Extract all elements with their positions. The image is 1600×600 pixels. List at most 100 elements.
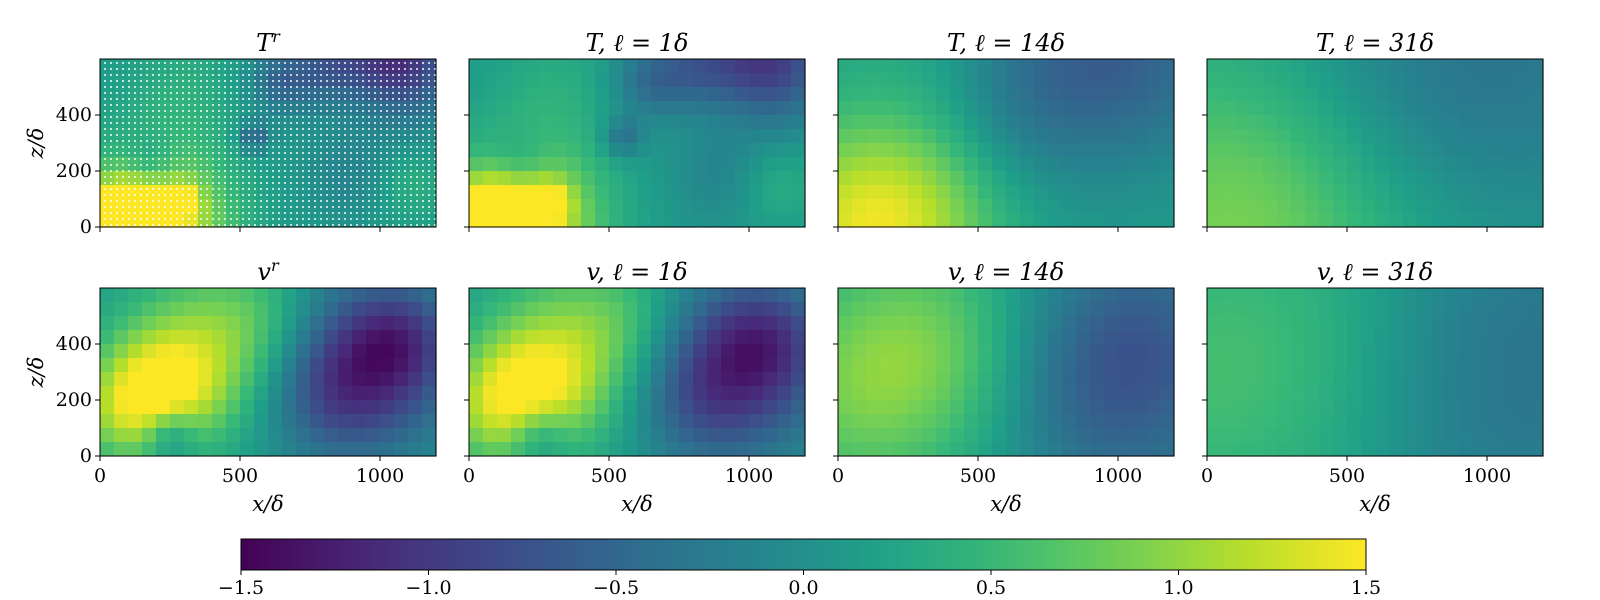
heatmap-cell [212, 372, 227, 387]
heatmap-cell [1062, 213, 1077, 228]
heatmap-cell [1389, 87, 1404, 102]
heatmap-cell [1487, 442, 1502, 457]
heatmap-cell [1361, 115, 1376, 130]
heatmap-cell [1207, 302, 1222, 317]
heatmap-cell [1389, 302, 1404, 317]
heatmap-cell [964, 213, 979, 228]
heatmap-cell [1020, 213, 1035, 228]
heatmap-cell [978, 316, 993, 331]
heatmap-cell [1207, 288, 1222, 303]
heatmap-cell [539, 101, 554, 116]
heatmap-cell [525, 143, 540, 158]
heatmap-cell [964, 143, 979, 158]
heatmap-cell [749, 288, 764, 303]
heatmap-cell [469, 442, 484, 457]
heatmap-cell [665, 400, 680, 415]
heatmap-cell [1403, 316, 1418, 331]
heatmap-cell [352, 302, 367, 317]
heatmap-cell [1501, 414, 1516, 429]
heatmap-cell [1459, 129, 1474, 144]
heatmap-cell [1445, 213, 1460, 228]
heatmap-cell [156, 358, 171, 373]
heatmap-cell [1487, 372, 1502, 387]
heatmap-cell [1487, 185, 1502, 200]
heatmap-cell [880, 59, 895, 74]
heatmap-cell [749, 400, 764, 415]
heatmap-cell [525, 442, 540, 457]
heatmap-cell [1529, 157, 1544, 172]
heatmap-cell [1459, 358, 1474, 373]
heatmap-cell [1277, 386, 1292, 401]
heatmap-cell [1006, 73, 1021, 88]
heatmap-cell [1389, 185, 1404, 200]
heatmap-cell [1529, 143, 1544, 158]
heatmap-cell [623, 442, 638, 457]
heatmap-cell [922, 400, 937, 415]
heatmap-cell [1076, 199, 1091, 214]
heatmap-cell [1277, 59, 1292, 74]
heatmap-cell [1034, 87, 1049, 102]
heatmap-cell [1146, 115, 1161, 130]
heatmap-cell [1375, 143, 1390, 158]
heatmap-cell [964, 330, 979, 345]
heatmap-cell [908, 386, 923, 401]
heatmap-cell [1062, 400, 1077, 415]
heatmap-cell [1118, 302, 1133, 317]
heatmap-cell [651, 157, 666, 172]
heatmap-cell [791, 213, 806, 228]
heatmap-cell [964, 59, 979, 74]
heatmap-cell [1263, 87, 1278, 102]
heatmap-cell [1375, 372, 1390, 387]
heatmap-cell [609, 372, 624, 387]
heatmap-cell [1333, 316, 1348, 331]
heatmap-cell [1221, 73, 1236, 88]
heatmap-cell [539, 115, 554, 130]
heatmap-cell [1048, 143, 1063, 158]
heatmap-cell [1515, 171, 1530, 186]
heatmap-cell [539, 330, 554, 345]
heatmap-cell [791, 59, 806, 74]
heatmap-cell [1319, 400, 1334, 415]
heatmap-cell [1263, 157, 1278, 172]
heatmap-cell [296, 414, 311, 429]
heatmap-cell [483, 400, 498, 415]
heatmap-cell [693, 199, 708, 214]
heatmap-cell [1487, 129, 1502, 144]
heatmap-cell [894, 442, 909, 457]
heatmap-cell [1090, 59, 1105, 74]
heatmap-cell [1249, 129, 1264, 144]
heatmap-cell [609, 316, 624, 331]
heatmap-cell [1487, 157, 1502, 172]
heatmap-cell [539, 288, 554, 303]
heatmap-cell [838, 316, 853, 331]
heatmap-cell [1277, 213, 1292, 228]
heatmap-cell [1515, 330, 1530, 345]
heatmap-cell [763, 428, 778, 443]
heatmap-cell [184, 400, 199, 415]
colorbar-tick-label: 0.5 [976, 577, 1006, 599]
heatmap-cell [894, 199, 909, 214]
heatmap-cell [1431, 372, 1446, 387]
heatmap-cell [525, 414, 540, 429]
heatmap-cell [1529, 400, 1544, 415]
heatmap-cell [1459, 386, 1474, 401]
heatmap-cells [838, 59, 1175, 228]
heatmap-cell [880, 87, 895, 102]
heatmap-cell [1020, 157, 1035, 172]
heatmap-cell [100, 344, 115, 359]
heatmap-cell [296, 386, 311, 401]
heatmap-cell [1515, 288, 1530, 303]
heatmap-cell [721, 400, 736, 415]
heatmap-cell [894, 171, 909, 186]
heatmap-cell [198, 386, 213, 401]
heatmap-cell [665, 143, 680, 158]
heatmap-cell [992, 428, 1007, 443]
heatmap-cell [240, 414, 255, 429]
heatmap-cell [978, 199, 993, 214]
heatmap-cell [1319, 386, 1334, 401]
heatmap-cell [763, 143, 778, 158]
heatmap-cell [609, 288, 624, 303]
heatmap-cell [679, 213, 694, 228]
